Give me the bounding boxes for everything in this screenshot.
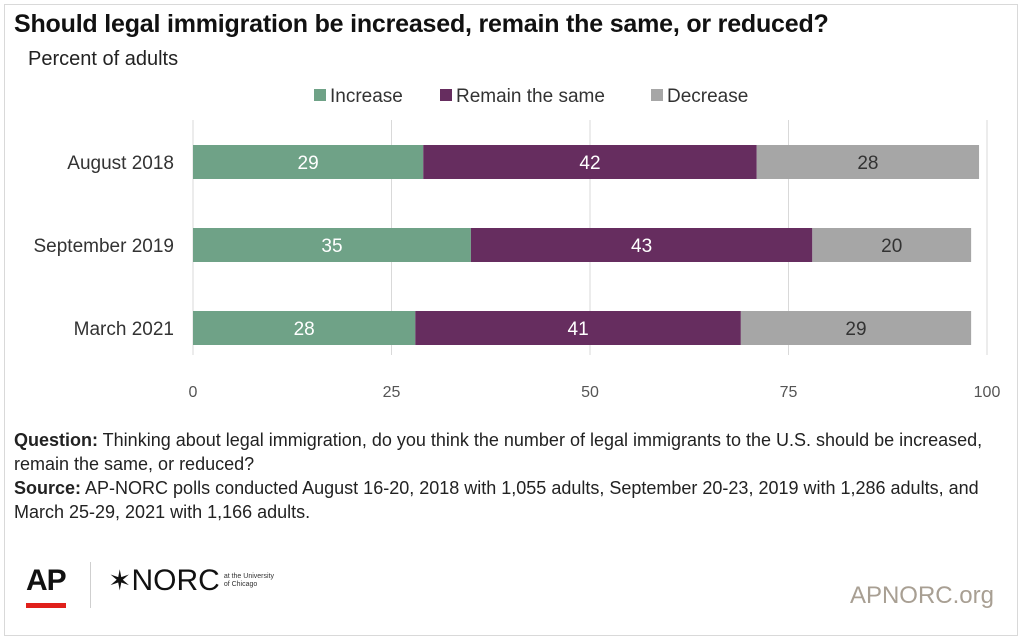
chart-notes: Question: Thinking about legal immigrati… — [14, 428, 1004, 524]
legend-swatch — [651, 89, 663, 101]
x-tick-label: 100 — [974, 384, 1001, 401]
bar-segment — [812, 228, 972, 262]
data-label: 29 — [845, 319, 866, 340]
data-label: 28 — [294, 319, 315, 340]
legend-label: Decrease — [667, 86, 748, 107]
stacked-bar-chart: 0 25 50 75 100 Increase Remain the same Decreas… — [34, 86, 1001, 401]
x-tick-label: 25 — [383, 384, 401, 401]
x-tick-label: 0 — [189, 384, 198, 401]
question-note: Question: Thinking about legal immigrati… — [14, 428, 1004, 476]
x-tick-label: 50 — [581, 384, 599, 401]
data-label: 43 — [631, 236, 652, 257]
data-label: 28 — [857, 153, 878, 174]
norc-logo-text: NORC — [131, 564, 220, 597]
data-label: 35 — [321, 236, 342, 257]
bar-segment — [193, 311, 416, 345]
bar-segment — [193, 228, 471, 262]
bar-segment — [415, 311, 741, 345]
data-label: 42 — [579, 153, 600, 174]
norc-star-icon: ✶ — [108, 565, 132, 596]
data-label: 41 — [568, 319, 589, 340]
bar-segment — [193, 145, 424, 179]
norc-logo: ✶ NORC at the University of Chicago — [108, 564, 278, 598]
legend-swatch — [314, 89, 326, 101]
legend-label: Remain the same — [456, 86, 605, 107]
bar-segment — [756, 145, 980, 179]
question-label: Question: — [14, 430, 98, 450]
ap-logo: AP — [26, 564, 67, 597]
question-text: Thinking about legal immigration, do you… — [14, 430, 983, 474]
bar-segment — [470, 228, 813, 262]
source-label: Source: — [14, 478, 82, 498]
category-label: September 2019 — [34, 236, 175, 257]
legend-label: Increase — [330, 86, 403, 107]
logo-divider — [90, 562, 91, 608]
norc-logo-subtext: at the University of Chicago — [223, 573, 274, 588]
data-label: 29 — [298, 153, 319, 174]
legend-swatch — [440, 89, 452, 101]
ap-logo-bar — [26, 603, 66, 608]
source-text: AP-NORC polls conducted August 16-20, 20… — [14, 478, 979, 522]
category-label: March 2021 — [74, 319, 174, 340]
bar-segment — [423, 145, 757, 179]
chart-subtitle: Percent of adults — [28, 48, 179, 70]
category-label: August 2018 — [67, 153, 174, 174]
bar-segment — [740, 311, 972, 345]
x-tick-label: 75 — [780, 384, 798, 401]
chart-title: Should legal immigration be increased, r… — [14, 10, 829, 38]
chart-frame — [4, 4, 1018, 636]
data-label: 20 — [881, 236, 902, 257]
source-note: Source: AP-NORC polls conducted August 1… — [14, 476, 1004, 524]
site-url: APNORC.org — [849, 582, 994, 609]
